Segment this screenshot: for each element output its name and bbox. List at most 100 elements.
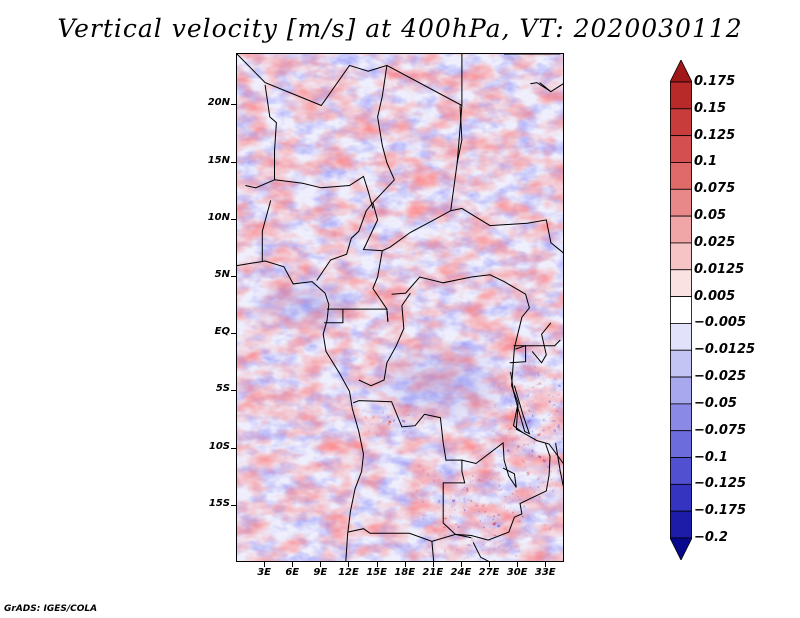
x-tick-label: 33E (534, 567, 556, 578)
colorbar-segment (670, 510, 692, 539)
border-line (358, 292, 411, 387)
colorbar-level-label: −0.005 (694, 315, 747, 331)
colorbar-segment (670, 296, 692, 324)
colorbar-level-label: −0.075 (694, 422, 747, 438)
colorbar-segment (670, 81, 692, 110)
x-tick-label: 15E (366, 567, 387, 578)
colorbar-segment (670, 430, 692, 458)
border-line (512, 402, 524, 434)
colorbar-level-label: 0.175 (694, 74, 736, 89)
x-tick-mark (376, 562, 378, 567)
x-tick-label: 6E (285, 567, 300, 578)
colorbar-level-label: 0.15 (694, 100, 727, 116)
x-tick-mark (320, 562, 322, 567)
border-line (245, 84, 277, 189)
border-line (327, 308, 389, 322)
border-line (461, 441, 517, 488)
colorbar-level-label: 0.125 (694, 127, 736, 143)
colorbar-segment (670, 483, 692, 512)
border-line (372, 179, 395, 204)
velocity-field-map (237, 54, 563, 561)
colorbar-segment (670, 269, 692, 297)
colorbar-level-label: −0.1 (694, 449, 728, 465)
border-line (353, 400, 472, 539)
border-line (377, 65, 395, 181)
x-tick-mark (292, 562, 294, 567)
x-tick-label: 27E (478, 567, 500, 578)
colorbar-segment (670, 162, 692, 190)
y-tick-mark (231, 276, 236, 278)
y-tick-label: 15S (208, 497, 230, 509)
y-tick-label: EQ (214, 326, 230, 338)
y-tick-mark (231, 447, 236, 449)
border-line (555, 442, 563, 488)
colorbar-level-label: −0.125 (694, 476, 747, 492)
x-tick-mark (489, 562, 491, 567)
x-tick-label: 9E (313, 567, 328, 578)
colorbar-level-label: 0.075 (694, 181, 736, 197)
y-tick-mark (231, 390, 236, 392)
x-tick-mark (545, 562, 547, 567)
border-line (510, 371, 531, 435)
colorbar-bottom-arrow (670, 537, 692, 560)
border-line (261, 200, 272, 261)
colorbar-level-label: 0.005 (694, 288, 736, 304)
y-tick-mark (231, 161, 236, 163)
border-line (316, 201, 563, 281)
colorbar-segment (670, 188, 692, 217)
x-tick-label: 12E (338, 567, 359, 578)
colorbar-level-label: −0.025 (694, 369, 747, 385)
border-line (324, 309, 344, 324)
border-line (431, 541, 435, 561)
y-tick-label: 5N (214, 269, 230, 281)
x-tick-mark (404, 562, 406, 567)
y-tick-mark (231, 104, 236, 106)
x-tick-mark (264, 562, 266, 567)
x-tick-label: 24E (450, 567, 472, 578)
colorbar-level-label: 0.1 (694, 154, 718, 170)
map-panel (236, 53, 564, 562)
border-line (237, 260, 365, 561)
x-tick-label: 3E (257, 567, 271, 578)
y-tick-label: 10N (207, 211, 230, 223)
colorbar-level-label: −0.05 (694, 395, 737, 411)
colorbar-level-label: −0.175 (694, 503, 747, 519)
border-line (530, 82, 563, 93)
footer-credit: GrADS: IGES/COLA (4, 604, 98, 614)
y-tick-mark (231, 333, 236, 335)
y-tick-label: 10S (208, 440, 230, 452)
border-line (347, 442, 551, 542)
colorbar-segment (670, 376, 692, 405)
border-line (472, 542, 490, 561)
colorbar-level-label: 0.0125 (694, 261, 745, 277)
x-tick-mark (432, 562, 434, 567)
colorbar-level-label: 0.05 (694, 208, 727, 224)
colorbar-segment (670, 135, 692, 163)
y-tick-label: 5S (215, 383, 230, 395)
x-tick-mark (517, 562, 519, 567)
colorbar-segment (670, 403, 692, 432)
colorbar-segment (670, 215, 692, 244)
border-line (531, 322, 552, 364)
y-tick-label: 15N (207, 154, 230, 166)
colorbar-level-label: 0.025 (694, 234, 736, 250)
y-tick-mark (231, 218, 236, 220)
border-line (237, 54, 463, 107)
colorbar-top-arrow (670, 60, 692, 83)
border-line (513, 339, 561, 347)
colorbar-level-label: −0.0125 (694, 342, 756, 358)
x-tick-mark (348, 562, 350, 567)
border-line (456, 105, 463, 163)
x-tick-label: 21E (422, 567, 444, 578)
x-tick-label: 30E (506, 567, 528, 578)
colorbar (670, 60, 692, 560)
plot-title: Vertical velocity [m/s] at 400hPa, VT: 2… (57, 14, 743, 43)
colorbar-segment (670, 108, 692, 137)
y-tick-label: 20N (207, 97, 230, 109)
y-tick-mark (231, 504, 236, 506)
x-tick-label: 18E (394, 567, 416, 578)
colorbar-segment (670, 349, 692, 378)
border-line (391, 274, 563, 464)
colorbar-segment (670, 457, 692, 485)
x-tick-mark (460, 562, 462, 567)
